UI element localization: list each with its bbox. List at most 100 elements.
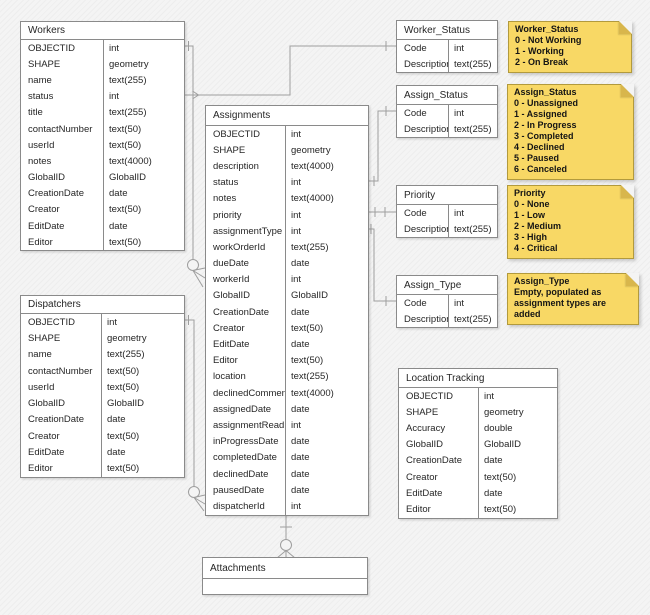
field-name: Editor xyxy=(213,355,238,367)
field-name: workerId xyxy=(213,274,250,286)
field-type: int xyxy=(448,295,497,311)
field-name: priority xyxy=(213,209,242,221)
field-row: Description text(255) xyxy=(397,311,497,327)
entity-assign_status: Assign_Status Code int Description text(255) xyxy=(396,85,498,138)
field-type: int xyxy=(448,40,497,56)
field-name: name xyxy=(28,74,52,86)
field-row: assignmentRead int xyxy=(206,417,368,434)
connector-assignments-status-to-assign-status xyxy=(367,106,398,186)
field-type: int xyxy=(101,314,184,331)
field-row: notes text(4000) xyxy=(206,190,368,207)
field-name: pausedDate xyxy=(213,484,265,496)
note-line: Empty, populated as assignment types are… xyxy=(514,287,607,319)
field-row: declinedComment text(4000) xyxy=(206,385,368,402)
field-type: text(50) xyxy=(103,234,184,251)
field-name: dispatcherId xyxy=(213,500,265,512)
field-row: name text(255) xyxy=(21,346,184,363)
sticky-note-worker-status-note: Worker_Status 0 - Not Working 1 - Working 2… xyxy=(508,21,632,73)
field-type: geometry xyxy=(101,330,184,347)
field-name: GlobalID xyxy=(213,290,250,302)
field-type: text(255) xyxy=(103,72,184,89)
entity-workers: Workers OBJECTID int SHAPE geometry name text(… xyxy=(20,21,185,252)
field-type: int xyxy=(478,388,557,405)
field-type: GlobalID xyxy=(478,436,557,453)
field-name: Code xyxy=(404,42,427,54)
note-line: 3 - High xyxy=(514,232,547,242)
field-row: EditDate date xyxy=(399,485,557,502)
field-row: Creator text(50) xyxy=(21,428,184,445)
field-row: contactNumber text(50) xyxy=(21,120,184,138)
field-type: date xyxy=(285,304,368,321)
entity-title: Assignments xyxy=(206,106,368,126)
field-name: EditDate xyxy=(406,487,443,499)
field-name: inProgressDate xyxy=(213,436,279,448)
field-name: Description xyxy=(404,313,448,325)
field-name: notes xyxy=(28,155,52,167)
field-row: CreationDate date xyxy=(399,452,557,469)
note-title: Worker_Status xyxy=(515,24,579,34)
field-row: Accuracy double xyxy=(399,420,557,437)
crow-foot xyxy=(276,550,296,559)
field-name: declinedDate xyxy=(213,468,269,480)
field-type: int xyxy=(285,206,368,224)
field-row: status int xyxy=(206,174,368,191)
field-name: Creator xyxy=(28,204,60,216)
field-type: date xyxy=(285,433,368,450)
field-row: workOrderId text(255) xyxy=(206,239,368,256)
field-row: declinedDate date xyxy=(206,465,368,483)
field-row: Description text(255) xyxy=(397,56,497,72)
field-type: geometry xyxy=(285,142,368,159)
field-type: text(50) xyxy=(103,120,184,138)
field-name: contactNumber xyxy=(28,365,93,377)
field-row: title text(255) xyxy=(21,104,184,121)
field-row: Code int xyxy=(397,105,497,121)
field-name: declinedComment xyxy=(213,387,285,399)
connector-assignments-priority-to-priority xyxy=(367,207,398,217)
field-name: SHAPE xyxy=(213,144,246,156)
field-type: date xyxy=(285,401,368,418)
field-name: GlobalID xyxy=(28,398,65,410)
field-row: workerId int xyxy=(206,271,368,288)
field-type: int xyxy=(448,105,497,121)
field-type: text(4000) xyxy=(285,158,368,175)
field-type: date xyxy=(103,218,184,235)
field-type: date xyxy=(285,482,368,499)
field-row: OBJECTID int xyxy=(206,126,368,143)
field-name: EditDate xyxy=(28,220,65,232)
field-name: assignmentRead xyxy=(213,419,285,431)
field-type: text(4000) xyxy=(285,190,368,207)
field-type: text(255) xyxy=(448,311,497,327)
field-type: text(50) xyxy=(103,137,184,154)
field-row: SHAPE geometry xyxy=(21,56,184,73)
field-row: status int xyxy=(21,88,184,105)
note-line: 4 - Critical xyxy=(514,243,558,253)
entity-title: Priority xyxy=(397,186,497,205)
field-name: GlobalID xyxy=(406,439,443,451)
field-row: Editor text(50) xyxy=(21,234,184,251)
field-row: Code int xyxy=(397,40,497,56)
field-type: double xyxy=(478,420,557,437)
field-row: CreationDate date xyxy=(21,185,184,202)
field-name: status xyxy=(28,91,54,103)
field-row: Creator text(50) xyxy=(206,320,368,337)
field-type: int xyxy=(285,417,368,434)
field-row: Code int xyxy=(397,295,497,311)
field-type: int xyxy=(285,223,368,240)
field-row: SHAPE geometry xyxy=(206,142,368,159)
field-type: date xyxy=(101,444,184,461)
field-type: text(50) xyxy=(478,501,557,518)
entity-title: Worker_Status xyxy=(397,21,497,40)
field-name: OBJECTID xyxy=(28,42,75,54)
field-row: Description text(255) xyxy=(397,221,497,237)
field-name: completedDate xyxy=(213,452,277,464)
field-name: Creator xyxy=(406,471,438,483)
field-name: Description xyxy=(404,58,448,70)
field-row: EditDate date xyxy=(206,336,368,353)
note-line: 0 - Not Working xyxy=(515,35,582,45)
entity-assignments: Assignments OBJECTID int SHAPE geometry descr… xyxy=(205,105,369,516)
field-type: date xyxy=(478,452,557,469)
field-name: GlobalID xyxy=(28,172,65,184)
field-type: text(50) xyxy=(103,201,184,219)
field-type: text(255) xyxy=(103,104,184,121)
